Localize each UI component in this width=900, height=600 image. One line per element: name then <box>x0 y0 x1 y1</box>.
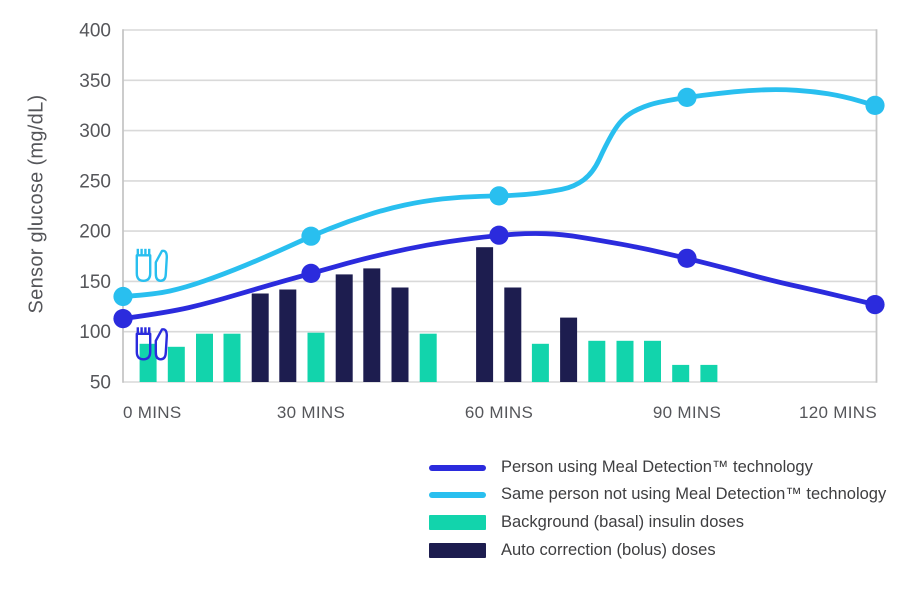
basal-dose-bar <box>616 340 634 382</box>
legend-label-no-meal-detection-line: Same person not using Meal Detection™ te… <box>501 485 887 503</box>
basal-dose-bar <box>588 340 606 382</box>
y-tick-label-50: 50 <box>90 373 111 394</box>
legend-label-basal-doses: Background (basal) insulin doses <box>501 512 745 531</box>
y-tick-label-200: 200 <box>79 222 111 243</box>
legend-label-bolus-doses: Auto correction (bolus) doses <box>501 540 716 559</box>
meal-icon-no-meal-detection <box>135 248 169 283</box>
legend-swatch-basal-doses <box>429 514 486 530</box>
bolus-dose-bar <box>251 293 269 382</box>
legend-item-basal-doses: Background (basal) insulin doses <box>429 508 886 536</box>
glucose-line-no-meal-detection <box>120 87 878 299</box>
data-point-meal-detection-120min <box>865 295 885 315</box>
basal-dose-bar <box>307 332 325 382</box>
basal-dose-bar <box>223 333 241 382</box>
legend-swatch-meal-detection-line <box>429 464 486 471</box>
data-point-no-meal-detection-60min <box>489 186 509 206</box>
x-tick-label-90-mins: 90 MINS <box>653 403 721 422</box>
x-tick-label-120-mins: 120 MINS <box>799 403 877 422</box>
legend-item-bolus-doses: Auto correction (bolus) doses <box>429 536 886 564</box>
basal-dose-bar <box>700 364 718 382</box>
data-point-no-meal-detection-30min <box>301 226 321 246</box>
fork-icon <box>135 248 152 283</box>
bolus-dose-bar <box>504 287 522 382</box>
bolus-dose-bar <box>476 247 494 382</box>
basal-dose-bar <box>167 346 185 382</box>
legend-swatch-bolus-doses <box>429 542 486 558</box>
data-point-no-meal-detection-120min <box>865 95 885 115</box>
data-point-meal-detection-60min <box>489 225 509 245</box>
data-point-meal-detection-0min <box>113 309 133 329</box>
data-point-meal-detection-90min <box>677 248 697 268</box>
bolus-dose-bar <box>363 268 381 382</box>
meal-icon-meal-detection <box>135 327 169 361</box>
basal-dose-bar <box>672 364 690 382</box>
fork-icon <box>135 327 152 361</box>
y-tick-label-150: 150 <box>79 272 111 293</box>
basal-dose-bar <box>196 333 213 382</box>
bolus-dose-bar <box>560 317 578 382</box>
glucose-line-meal-detection <box>120 231 878 321</box>
chart-legend: Person using Meal Detection™ technology … <box>429 454 886 564</box>
knife-icon <box>154 249 169 283</box>
y-tick-label-250: 250 <box>79 171 111 192</box>
x-tick-label-0-mins: 0 MINS <box>123 403 181 422</box>
data-point-no-meal-detection-0min <box>113 286 133 307</box>
data-point-no-meal-detection-90min <box>677 87 697 107</box>
basal-dose-bar <box>139 343 157 382</box>
basal-dose-bar <box>644 340 661 382</box>
knife-icon <box>154 328 169 361</box>
legend-swatch-no-meal-detection-line <box>429 491 486 498</box>
bolus-dose-bar <box>391 287 409 382</box>
x-tick-label-30-mins: 30 MINS <box>277 403 345 422</box>
bolus-dose-bar <box>279 289 297 382</box>
basal-dose-bar <box>531 343 549 382</box>
y-tick-label-400: 400 <box>79 21 111 42</box>
x-tick-label-60-mins: 60 MINS <box>465 403 533 422</box>
legend-label-meal-detection-line: Person using Meal Detection™ technology <box>501 458 813 476</box>
bolus-dose-bar <box>335 274 353 382</box>
chart-plot-area: 400 350 300 250 200 150 100 50 0 MINS 30 MINS 60 M… <box>79 21 885 422</box>
basal-dose-bar <box>419 333 437 382</box>
y-tick-label-100: 100 <box>79 322 111 343</box>
y-tick-label-300: 300 <box>79 121 111 142</box>
legend-item-no-meal-detection-line: Same person not using Meal Detection™ te… <box>429 481 886 508</box>
legend-item-meal-detection-line: Person using Meal Detection™ technology <box>429 454 886 481</box>
data-point-meal-detection-30min <box>301 263 321 283</box>
y-tick-label-350: 350 <box>79 71 111 92</box>
